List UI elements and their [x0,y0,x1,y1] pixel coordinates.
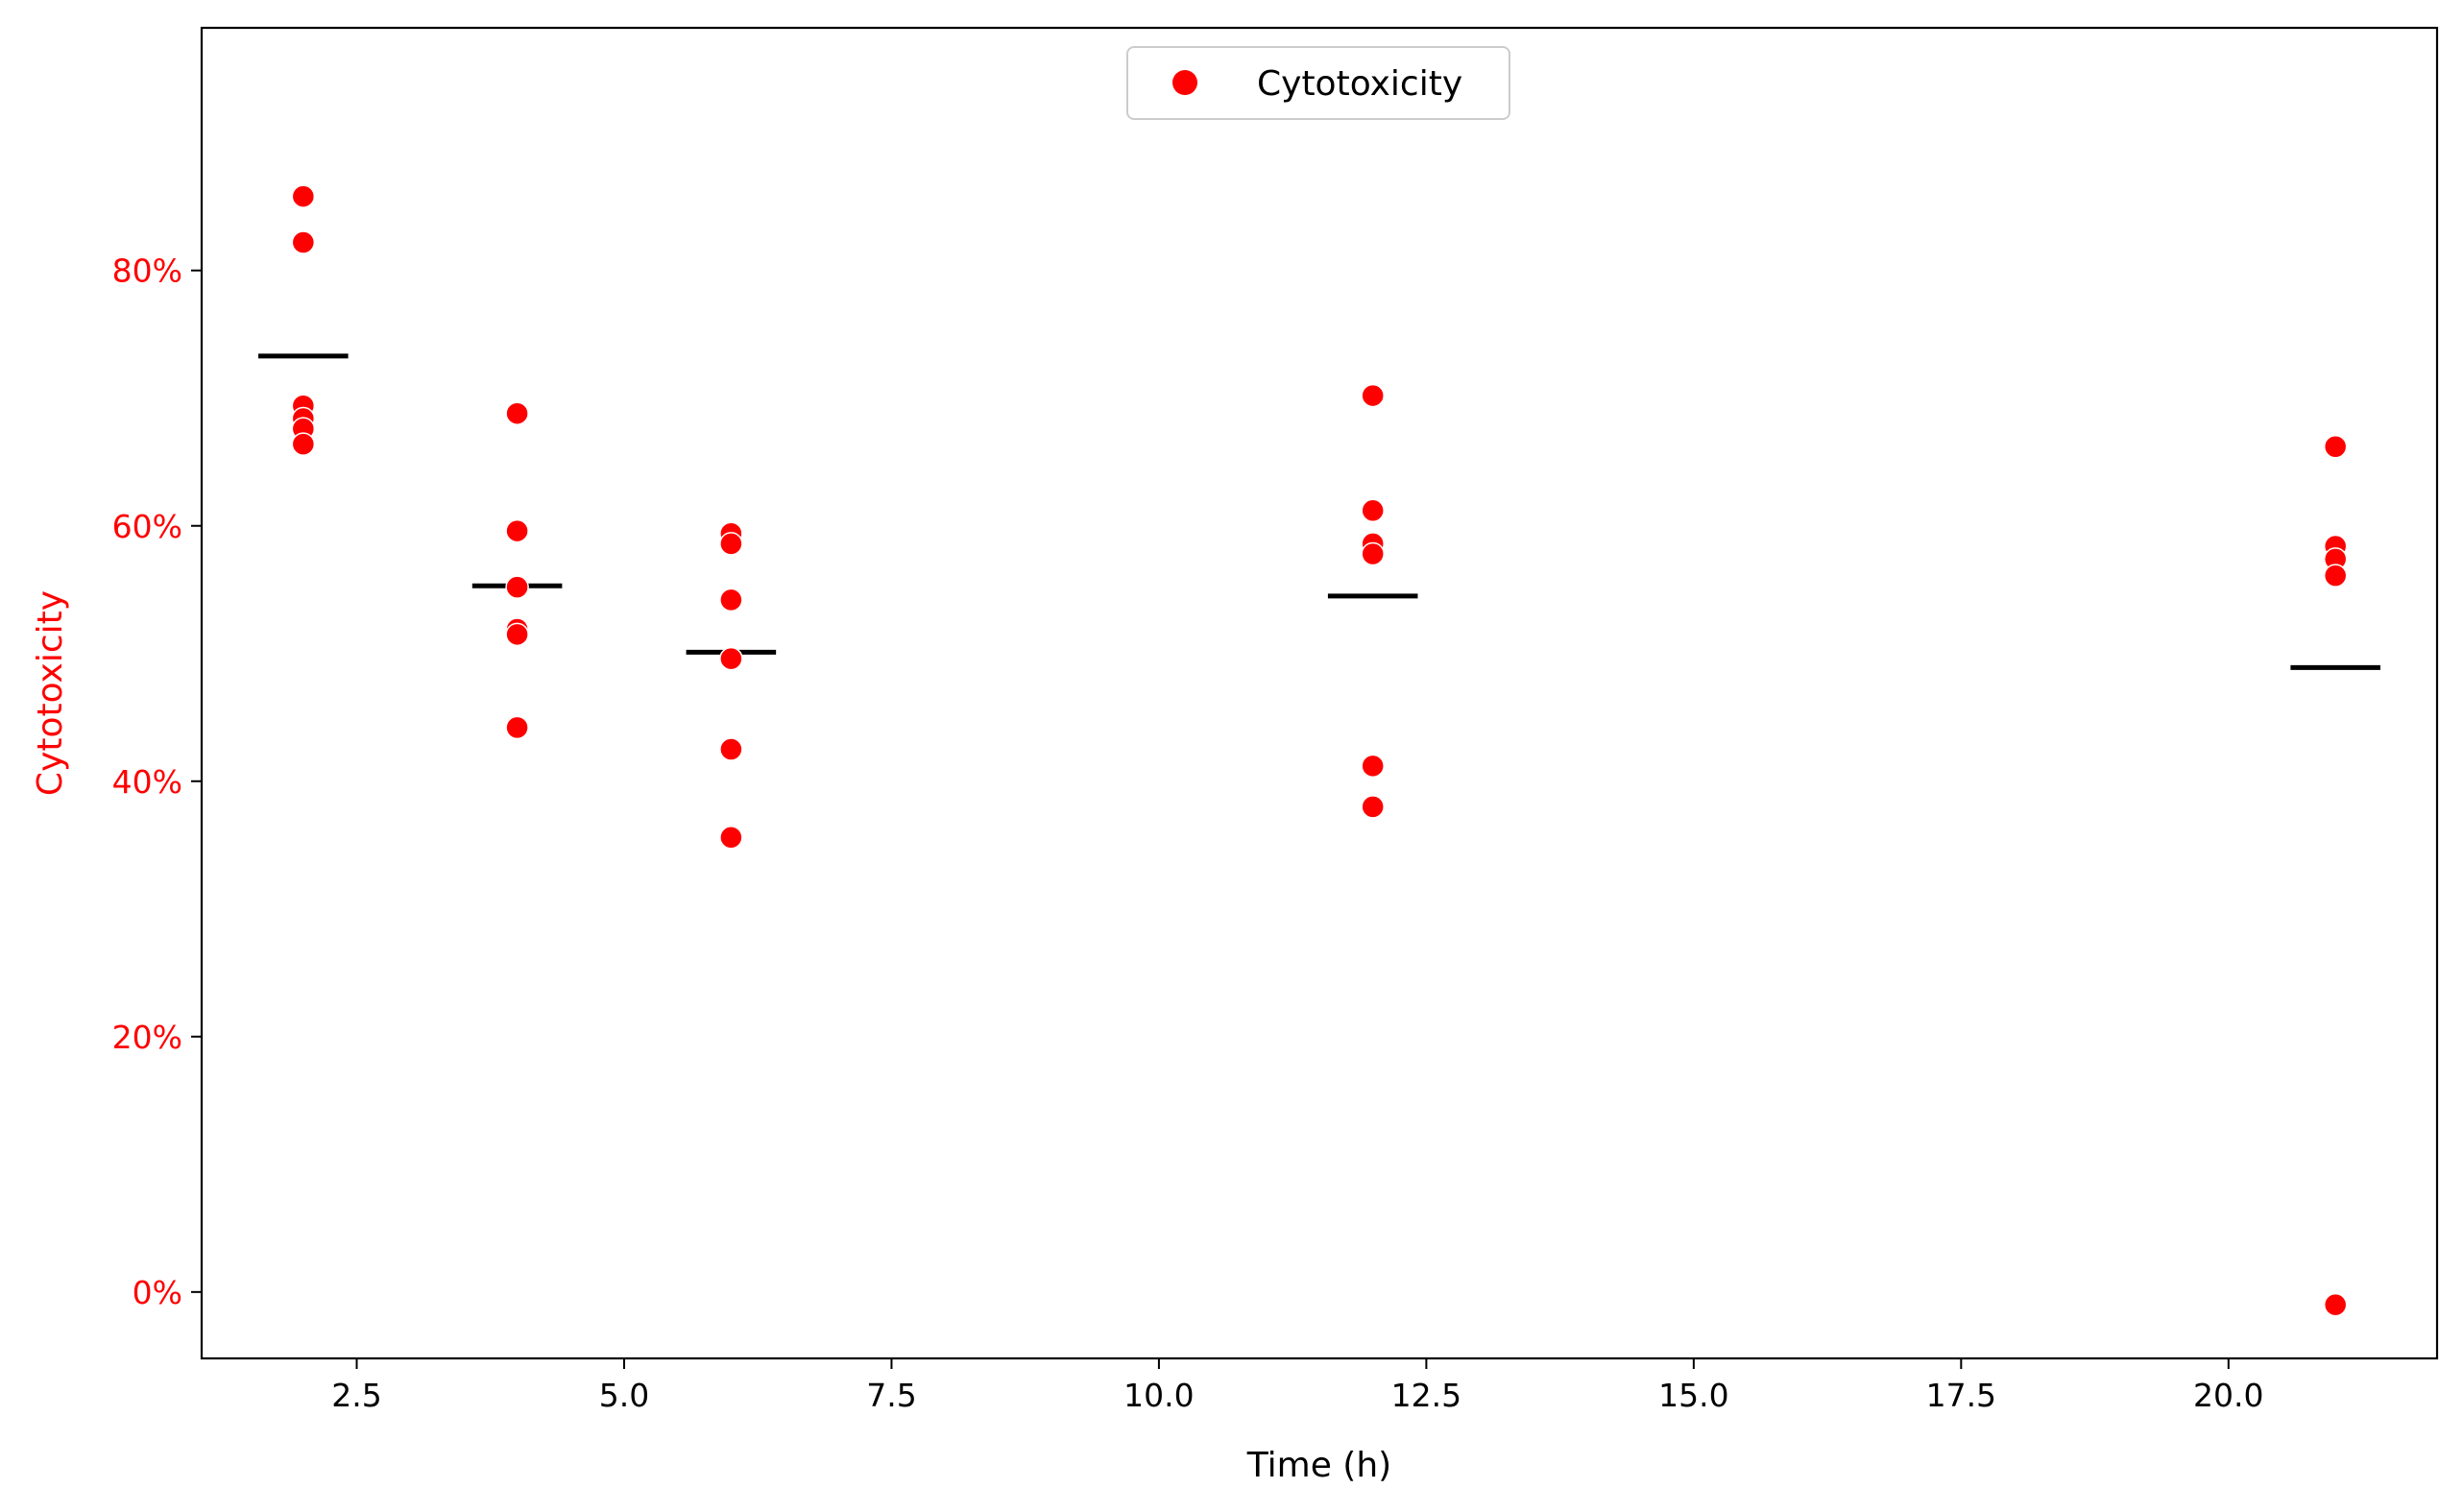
x-tick-label: 5.0 [599,1377,649,1414]
x-tick-label: 10.0 [1123,1377,1194,1414]
y-axis-ticks: 0% 20% 40% 60% 80% [112,252,202,1311]
y-tick-label: 20% [112,1019,182,1056]
data-point [505,622,529,647]
y-tick-label: 60% [112,508,182,545]
data-point [2323,435,2348,459]
data-point [719,588,743,612]
data-point [1361,498,1385,523]
data-point [1361,754,1385,779]
data-point [1361,541,1385,566]
data-point [719,646,743,671]
y-tick-label: 40% [112,763,182,801]
data-point [1361,383,1385,408]
x-tick-label: 17.5 [1926,1377,1996,1414]
data-point [291,184,316,208]
x-tick-label: 12.5 [1391,1377,1461,1414]
x-tick-label: 7.5 [866,1377,916,1414]
data-point [719,737,743,761]
data-point [505,518,529,543]
data-point [2323,1292,2348,1317]
plot-frame [200,26,2439,1360]
data-point [291,432,316,456]
y-tick-label: 80% [112,252,182,290]
legend: Cytotoxicity [1126,46,1510,120]
x-axis-ticks: 2.5 5.0 7.5 10.0 12.5 15.0 17.5 20.0 [331,1358,2264,1414]
data-point [505,575,529,599]
data-point [505,401,529,425]
data-point [505,715,529,740]
legend-label-cytotoxicity: Cytotoxicity [1257,64,1462,104]
plot-area [202,28,2437,1358]
data-point [719,826,743,850]
data-point [291,230,316,254]
x-axis-title: Time (h) [1246,1446,1391,1485]
data-point [2323,564,2348,588]
legend-marker-cytotoxicity [1172,70,1197,95]
x-tick-label: 2.5 [331,1377,381,1414]
data-point [719,532,743,556]
y-tick-label: 0% [133,1274,182,1311]
data-points [291,184,2348,1317]
x-tick-label: 20.0 [2193,1377,2263,1414]
y-axis-title: Cytotoxicity [31,590,70,796]
x-tick-label: 15.0 [1658,1377,1728,1414]
legend-frame [1126,46,1510,120]
data-point [1361,795,1385,819]
